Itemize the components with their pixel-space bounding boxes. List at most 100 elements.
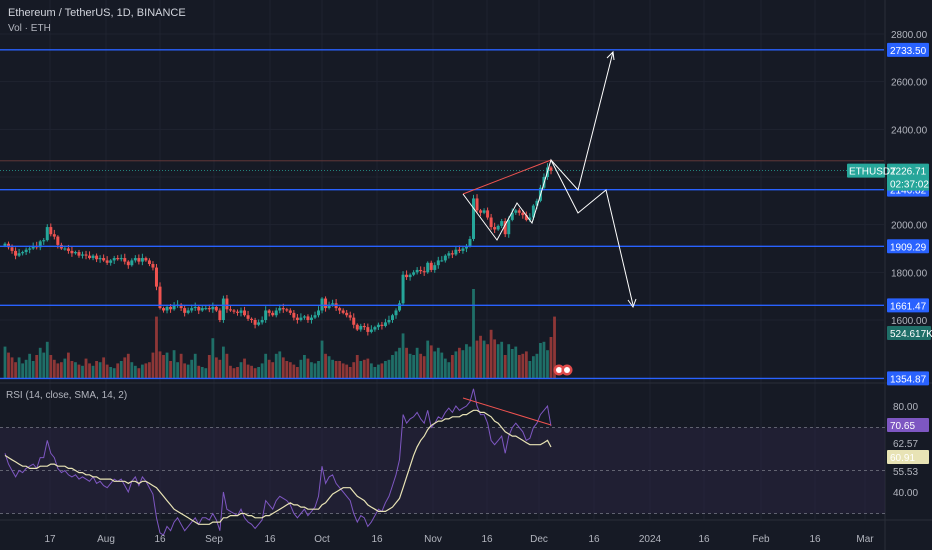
- level-tag: 2146.82: [890, 186, 927, 197]
- volume-bar: [415, 347, 419, 379]
- candle-body: [193, 306, 197, 309]
- volume-bar: [207, 355, 211, 379]
- candle-body: [331, 303, 335, 305]
- rsi-ma-line: [4, 409, 552, 525]
- volume-bar: [28, 353, 32, 379]
- volume-bar: [376, 364, 380, 379]
- volume-bar: [366, 358, 370, 379]
- volume-bar: [443, 358, 447, 379]
- candle-body: [250, 318, 254, 320]
- rsi-value-tag-bg: [887, 418, 929, 432]
- volume-bar: [384, 361, 387, 379]
- candle-body: [415, 269, 419, 273]
- candle-body: [521, 212, 525, 216]
- rsi-other-level: 55.53: [893, 467, 918, 478]
- candle-body: [436, 260, 440, 266]
- candle-body: [232, 310, 236, 312]
- candle-body: [507, 219, 511, 235]
- candle-body: [503, 221, 507, 235]
- candle-body: [246, 315, 250, 319]
- candle-body: [10, 247, 14, 251]
- candle-body: [324, 298, 328, 309]
- volume-bar: [35, 355, 39, 379]
- candle-body: [211, 306, 215, 310]
- bear-path[interactable]: [462, 158, 634, 306]
- volume-bar: [419, 353, 423, 379]
- volume-bar: [503, 355, 507, 379]
- candle-body: [352, 317, 356, 325]
- volume-bar: [243, 358, 246, 379]
- volume-bar: [137, 368, 141, 379]
- volume-bar: [21, 363, 25, 379]
- time-tick-label: 16: [264, 534, 276, 545]
- volume-bar: [359, 361, 363, 379]
- candle-body: [447, 253, 451, 256]
- candle-body: [285, 309, 289, 311]
- volume-bar: [394, 351, 398, 379]
- bull-path[interactable]: [550, 51, 614, 192]
- candle-body: [109, 260, 113, 263]
- candle-body: [190, 308, 194, 311]
- candle-body: [472, 198, 476, 239]
- candle-body: [3, 243, 7, 246]
- price-tick-label: 2000.00: [891, 221, 928, 232]
- volume-bar: [63, 358, 67, 379]
- volume-bar: [524, 351, 528, 379]
- volume-bar: [281, 357, 285, 379]
- event-icons[interactable]: [553, 364, 573, 376]
- volume-bar: [362, 359, 366, 379]
- candle-body: [489, 217, 493, 228]
- candle-body: [45, 227, 49, 241]
- volume-bar: [493, 339, 497, 379]
- volume-bar: [317, 361, 320, 379]
- candle-body: [500, 221, 504, 226]
- volume-bar: [229, 365, 232, 379]
- volume-bar: [81, 365, 84, 379]
- candle-body: [440, 260, 444, 262]
- horizontal-levels[interactable]: [0, 49, 884, 380]
- candle-body: [38, 241, 42, 248]
- price-tags: 2733.50 2146.82 1909.29 1661.47 1354.87 2226.…: [847, 42, 932, 478]
- candle-body: [119, 258, 123, 260]
- candle-body: [341, 310, 345, 313]
- volume-bar: [102, 357, 106, 379]
- candle-body: [243, 310, 247, 316]
- rsi-tick-label: 40.00: [893, 488, 918, 499]
- candle-body: [235, 311, 239, 313]
- candle-body: [197, 306, 201, 311]
- candle-body: [390, 315, 394, 320]
- candle-body: [274, 310, 278, 316]
- volume-bar: [38, 347, 42, 379]
- volume-bar: [45, 341, 49, 379]
- volume-bar: [352, 362, 356, 379]
- candle-body: [88, 255, 92, 259]
- candle-body: [292, 312, 296, 318]
- volume-bar: [17, 357, 21, 379]
- volume-bar: [77, 364, 81, 379]
- time-tick-label: Nov: [424, 534, 442, 545]
- level-tag-bg: [887, 371, 929, 386]
- candle-body: [426, 262, 430, 273]
- trend-drawings[interactable]: [462, 50, 637, 309]
- candle-body: [126, 261, 130, 266]
- volume-bar: [447, 362, 451, 379]
- volume-bar: [140, 364, 144, 379]
- volume-bar: [412, 355, 416, 379]
- volume-bar: [179, 353, 183, 379]
- volume-bar: [461, 350, 465, 379]
- divergence-line[interactable]: [462, 159, 552, 195]
- volume-label: Vol · ETH: [8, 23, 51, 34]
- volume-bar: [345, 364, 349, 379]
- time-tick-label: 16: [588, 534, 600, 545]
- rsi-label: RSI (14, close, SMA, 14, 2): [6, 390, 127, 401]
- volume-bar: [496, 344, 500, 379]
- volume-bar: [278, 351, 282, 379]
- candle-body: [419, 269, 423, 272]
- candle-body: [398, 303, 402, 311]
- candle-body: [207, 308, 211, 310]
- candle-body: [169, 306, 173, 310]
- volume-bar: [338, 361, 342, 379]
- candle-body: [443, 255, 447, 261]
- candle-body: [366, 327, 370, 332]
